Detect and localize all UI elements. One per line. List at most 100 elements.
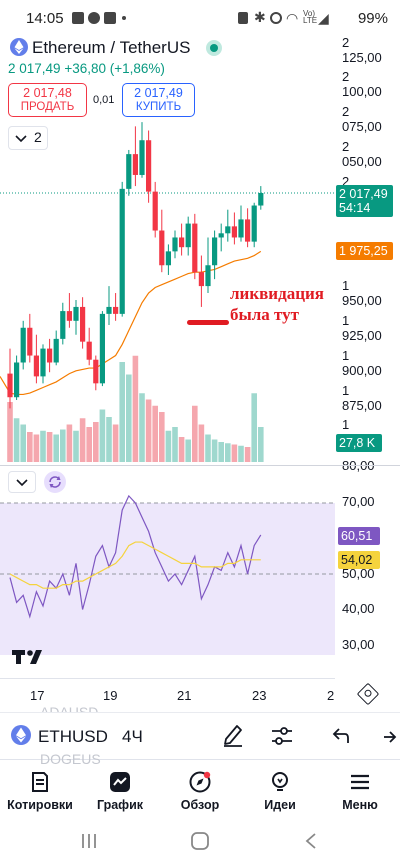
candle-body <box>172 237 178 252</box>
undo-icon <box>332 728 349 743</box>
candle-body <box>212 237 218 266</box>
rsi-collapse-button[interactable] <box>8 471 36 493</box>
volume-bar <box>126 374 132 462</box>
sell-price: 2 017,48 <box>23 86 72 100</box>
buy-label: КУПИТЬ <box>135 101 182 113</box>
price-tick: 1 900,00 <box>342 348 382 378</box>
symbol-picker-next[interactable]: DOGEUS <box>40 751 101 767</box>
candle-body <box>179 237 185 248</box>
nav-quotes-label: Котировки <box>7 798 73 812</box>
volume-bar <box>33 434 40 462</box>
rsi-tick: 50,00 <box>342 566 375 581</box>
volume-bar <box>244 447 251 462</box>
volume-bar <box>73 430 79 462</box>
interval-button[interactable]: 4Ч <box>122 727 143 746</box>
candle-body <box>192 223 198 273</box>
candle-body <box>198 272 204 287</box>
candle-body <box>231 226 237 238</box>
volume-bar <box>218 442 224 462</box>
volume-bar <box>79 418 86 462</box>
candle-body <box>139 140 145 175</box>
volume-bar <box>251 393 257 462</box>
volume-bar <box>192 405 198 462</box>
candle-body <box>251 205 257 242</box>
current-price-value: 2 017,49 <box>339 187 388 201</box>
nav-chart[interactable]: График <box>80 768 160 816</box>
annotation-line-1: ликвидация <box>230 284 324 303</box>
candle-body <box>152 191 158 231</box>
tradingview-logo-icon[interactable] <box>12 648 46 664</box>
drawing-tools-button[interactable] <box>222 723 244 747</box>
candle-body <box>165 251 171 266</box>
nav-overview[interactable]: Обзор <box>160 768 240 816</box>
sliders-icon <box>272 727 292 745</box>
rsi-line <box>9 494 262 619</box>
volume-bar <box>139 393 145 462</box>
scale-settings-icon <box>363 688 373 699</box>
redo-button[interactable] <box>384 730 400 744</box>
home-button[interactable] <box>190 831 210 851</box>
symbol-header[interactable]: Ethereum / TetherUS <box>10 38 190 58</box>
annotation-underline <box>187 320 229 325</box>
rsi-ma-line <box>9 541 261 589</box>
toolbar-symbol-button[interactable]: ETHUSD <box>38 727 108 746</box>
rsi-settings-button[interactable] <box>44 471 66 493</box>
candle-body <box>238 219 244 238</box>
price-tick: 2 125,00 <box>342 35 382 65</box>
candle-body <box>40 348 46 377</box>
rsi-tick: 70,00 <box>342 494 375 509</box>
candle-body <box>245 219 251 242</box>
moving-average-tag: 1 975,25 <box>336 242 393 260</box>
buy-button[interactable]: 2 017,49 КУПИТЬ <box>122 83 195 117</box>
status-bar: 14:05 ✱ ◠ Vo) LTE ◢ 99% <box>0 0 400 34</box>
candle-body <box>53 338 59 363</box>
chat-icon <box>104 12 116 24</box>
pane-divider[interactable] <box>0 465 400 466</box>
volume-bar <box>205 434 211 462</box>
symbol-name: Ethereum / TetherUS <box>32 38 191 57</box>
recent-apps-button[interactable] <box>80 832 98 850</box>
sell-button[interactable]: 2 017,48 ПРОДАТЬ <box>8 83 87 117</box>
candle-body <box>66 311 72 321</box>
nav-quotes[interactable]: Котировки <box>0 768 80 816</box>
volume-bar <box>159 412 165 462</box>
volume-bar <box>258 427 264 462</box>
volume-tag: 27,8 K <box>336 434 382 452</box>
notification-icon <box>72 12 84 24</box>
mute-icon <box>270 12 282 24</box>
indicators-toggle-button[interactable] <box>8 126 48 150</box>
candle-body <box>185 223 191 248</box>
candle-body <box>146 140 152 192</box>
candle-body <box>33 355 39 377</box>
volume-bar <box>225 443 231 462</box>
volume-bar <box>211 439 218 462</box>
back-button[interactable] <box>304 832 318 850</box>
nav-menu[interactable]: Меню <box>320 768 400 816</box>
candle-body <box>205 265 211 287</box>
moving-average-line <box>0 250 262 396</box>
chevron-down-icon <box>16 479 28 487</box>
volume-bar <box>145 399 152 462</box>
candle-body <box>106 306 112 314</box>
wifi-icon: ◠ <box>286 10 299 26</box>
volume-bar <box>152 405 158 462</box>
volume-bar <box>132 355 139 462</box>
candle-body <box>80 306 86 342</box>
price-chart[interactable] <box>0 30 400 710</box>
nav-ideas[interactable]: Идеи <box>240 768 320 816</box>
nav-chart-label: График <box>96 798 144 812</box>
buy-price: 2 017,49 <box>134 86 183 100</box>
rsi-ma-value-tag: 54,02 <box>338 551 380 569</box>
volume-bar <box>20 424 26 462</box>
indicator-settings-button[interactable] <box>270 725 294 747</box>
volume-bar <box>60 429 66 462</box>
system-navigation-bar <box>0 820 400 867</box>
volume-bar <box>178 437 185 462</box>
nav-overview-label: Обзор <box>180 798 220 812</box>
current-price-tag: 2 017,49 54:14 <box>336 185 393 217</box>
price-tick: 1 925,00 <box>342 313 382 343</box>
candle-body <box>93 359 99 384</box>
volume-bar <box>66 424 73 462</box>
price-tick: 2 075,00 <box>342 104 382 134</box>
undo-button[interactable] <box>330 727 350 745</box>
